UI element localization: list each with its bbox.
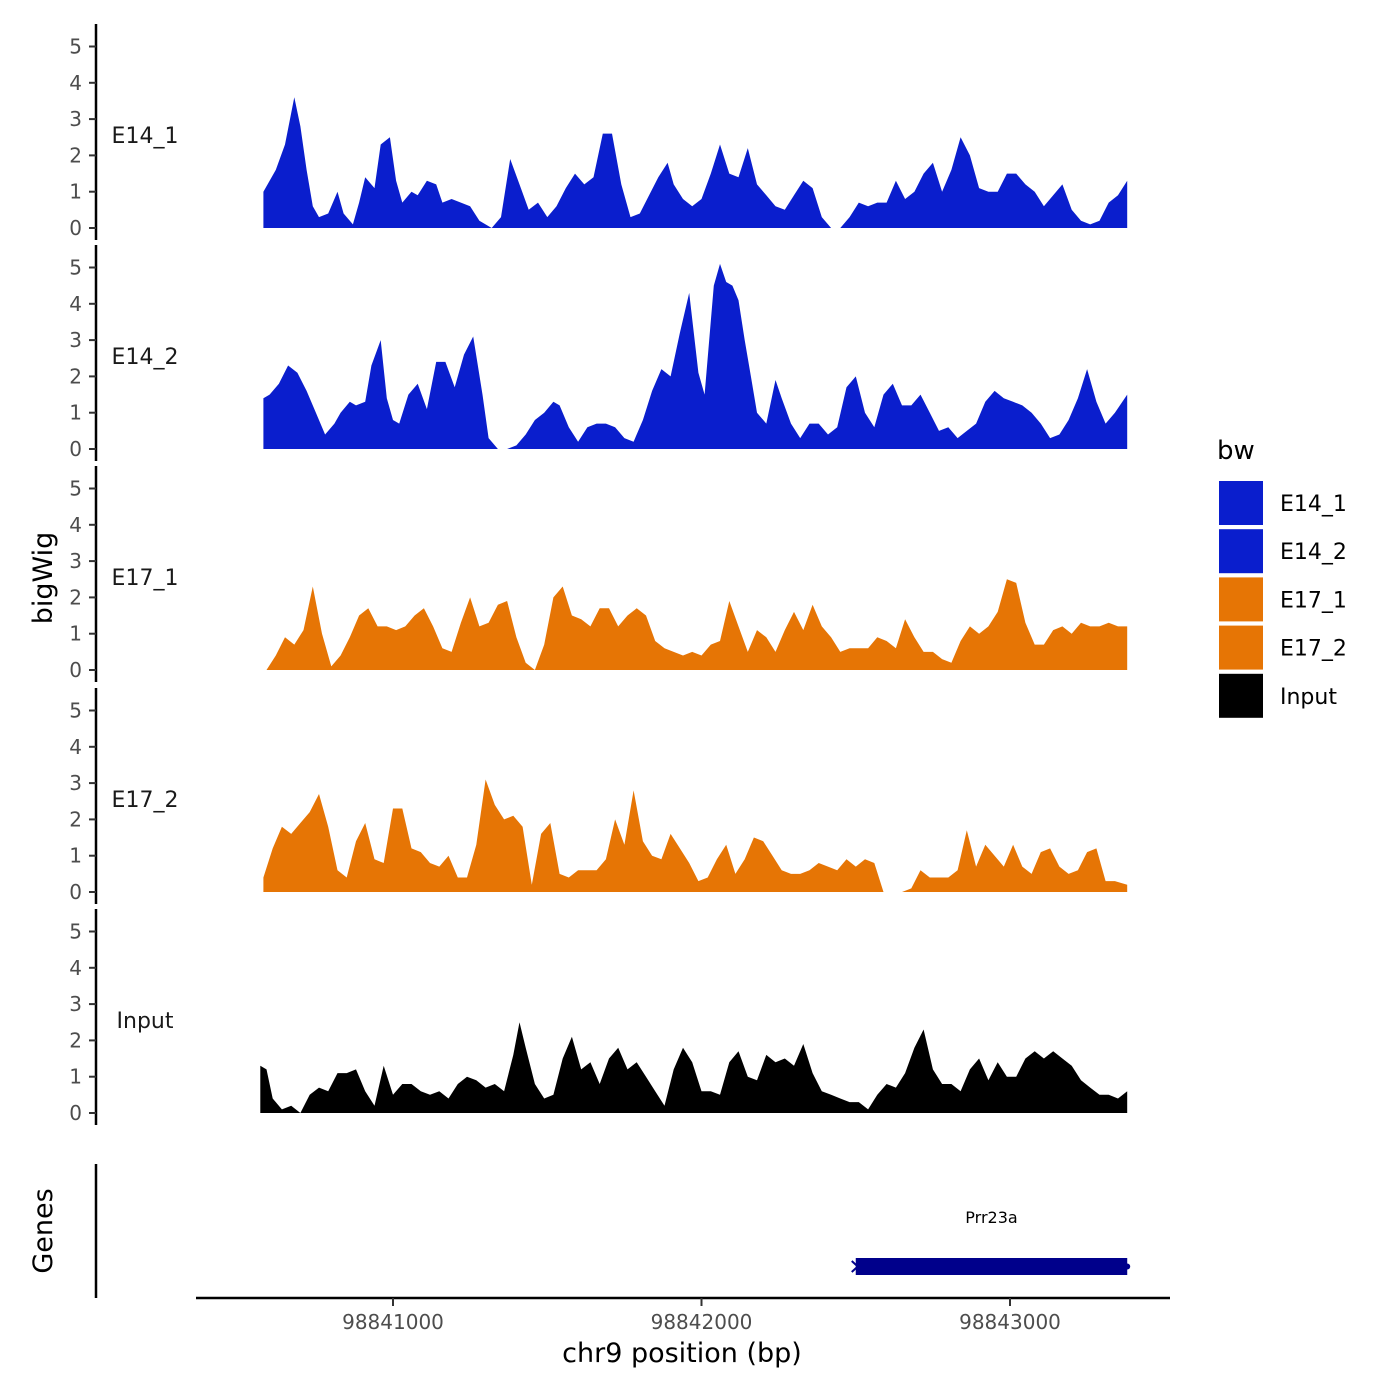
- x-tick-label: 98841000: [342, 1310, 444, 1334]
- legend-title: bw: [1217, 436, 1255, 466]
- y-tick-label: 2: [69, 585, 82, 609]
- legend-swatch-e14-1: [1219, 481, 1263, 525]
- x-axis-title: chr9 position (bp): [562, 1338, 802, 1369]
- y-tick-label: 0: [69, 1101, 82, 1125]
- area-e17-1: [266, 579, 1128, 670]
- y-tick-label: 3: [69, 549, 82, 573]
- track-label: E17_1: [112, 566, 179, 591]
- area-e17-2: [263, 779, 1128, 892]
- legend-swatch-e17-1: [1219, 577, 1263, 622]
- y-tick-label: 4: [69, 513, 82, 537]
- legend: bw E14_1 E14_2 E17_1 E17_2 Input: [1217, 436, 1347, 718]
- y-tick-label: 4: [69, 735, 82, 759]
- y-tick-label: 3: [69, 771, 82, 795]
- area-input: [260, 1022, 1128, 1113]
- y-tick-label: 1: [69, 180, 82, 204]
- area-e14-2: [263, 263, 1128, 449]
- y-tick-label: 5: [69, 699, 82, 723]
- track-e14-2: 0 1 2 3 4 5 E14_2: [69, 244, 1128, 461]
- gene-strand-arrow: [851, 1260, 860, 1273]
- y-tick-label: 0: [69, 437, 82, 461]
- track-label: E14_1: [112, 124, 179, 149]
- y-axis-title: bigWig: [28, 532, 59, 625]
- y-tick-label: 3: [69, 107, 82, 131]
- y-tick-label: 2: [69, 1028, 82, 1052]
- x-tick-label: 98842000: [651, 1310, 753, 1334]
- area-e14-1: [263, 97, 1128, 228]
- track-input: 0 1 2 3 4 5 Input: [69, 908, 1128, 1125]
- y-tick-label: 5: [69, 920, 82, 944]
- x-tick-label: 98843000: [959, 1310, 1061, 1334]
- y-tick-label: 3: [69, 992, 82, 1016]
- y-tick-label: 5: [69, 256, 82, 280]
- y-tick-label: 1: [69, 622, 82, 646]
- y-tick-label: 0: [69, 216, 82, 240]
- gene-marks: Prr23a: [851, 1208, 1131, 1275]
- y-tick-label: 4: [69, 292, 82, 316]
- track-e17-2: 0 1 2 3 4 5 E17_2: [69, 687, 1128, 904]
- y-tick-label: 2: [69, 143, 82, 167]
- genes-track-title: Genes: [28, 1188, 59, 1273]
- y-tick-label: 1: [69, 401, 82, 425]
- y-tick-label: 5: [69, 477, 82, 501]
- signal-tracks: 0 1 2 3 4 5 E14_1 0 1 2 3 4 5 E14_2 0 1 2 3 4 5 E17_1 0 1 2 3 4 5 E…: [69, 23, 1128, 1125]
- track-e14-1: 0 1 2 3 4 5 E14_1: [69, 23, 1128, 240]
- y-tick-label: 0: [69, 658, 82, 682]
- x-axis: 98841000 98842000 98843000: [196, 1296, 1170, 1334]
- legend-label: E17_1: [1280, 588, 1347, 613]
- gene-body: [855, 1258, 1128, 1275]
- legend-label: Input: [1280, 685, 1337, 710]
- track-label: E17_2: [112, 788, 179, 813]
- track-label: E14_2: [112, 345, 179, 370]
- y-tick-label: 5: [69, 35, 82, 59]
- track-e17-1: 0 1 2 3 4 5 E17_1: [69, 465, 1128, 682]
- y-tick-label: 3: [69, 328, 82, 352]
- genes-panel: Genes Prr23a: [28, 1164, 1131, 1298]
- legend-label: E17_2: [1280, 637, 1347, 662]
- y-tick-label: 1: [69, 844, 82, 868]
- y-tick-label: 2: [69, 807, 82, 831]
- y-tick-label: 4: [69, 71, 82, 95]
- legend-swatch-input: [1219, 673, 1263, 718]
- y-tick-label: 0: [69, 880, 82, 904]
- y-tick-label: 1: [69, 1065, 82, 1089]
- y-tick-label: 4: [69, 956, 82, 980]
- legend-swatch-e14-2: [1219, 529, 1263, 574]
- gene-end-marker: [1124, 1263, 1131, 1270]
- gene-label: Prr23a: [965, 1208, 1017, 1227]
- y-tick-label: 2: [69, 364, 82, 388]
- track-label: Input: [117, 1009, 174, 1034]
- legend-swatch-e17-2: [1219, 625, 1263, 670]
- legend-label: E14_2: [1280, 540, 1347, 565]
- legend-label: E14_1: [1280, 492, 1347, 517]
